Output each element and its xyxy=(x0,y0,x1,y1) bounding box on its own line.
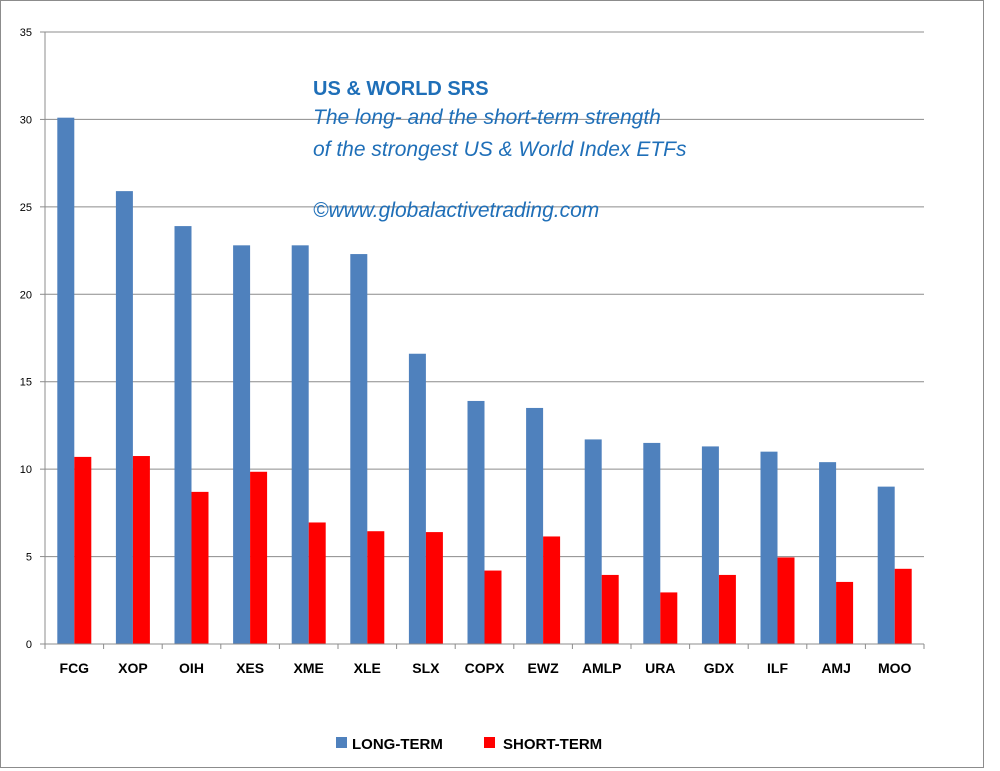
x-tick-label-amj: AMJ xyxy=(821,660,851,676)
y-tick-label: 25 xyxy=(20,202,32,214)
x-tick-label-ura: URA xyxy=(645,660,675,676)
bar-long-term-copx xyxy=(467,400,485,644)
x-tick-label-xes: XES xyxy=(236,660,264,676)
bars xyxy=(57,117,912,645)
bar-short-term-ilf xyxy=(777,557,795,644)
x-tick-label-slx: SLX xyxy=(412,660,440,676)
y-tick-label: 20 xyxy=(20,289,32,301)
bar-short-term-amj xyxy=(836,581,854,644)
bar-short-term-moo xyxy=(894,568,912,644)
bar-short-term-oih xyxy=(191,491,209,644)
x-tick-label-oih: OIH xyxy=(179,660,204,676)
annotation-subtitle-line2: of the strongest US & World Index ETFs xyxy=(313,138,687,161)
bar-short-term-xes xyxy=(250,471,268,644)
y-tick-label: 0 xyxy=(26,639,32,651)
bar-long-term-amlp xyxy=(584,439,602,644)
bar-long-term-xme xyxy=(291,245,309,644)
bar-long-term-xes xyxy=(233,245,251,644)
bar-long-term-ilf xyxy=(760,451,778,644)
y-tick-label: 10 xyxy=(20,464,32,476)
bar-short-term-xop xyxy=(132,456,150,644)
y-tick-label: 35 xyxy=(20,27,32,39)
y-tick-label: 5 xyxy=(26,552,32,564)
x-tick-label-amlp: AMLP xyxy=(582,660,622,676)
x-tick-label-ilf: ILF xyxy=(767,660,788,676)
bar-long-term-oih xyxy=(174,226,192,644)
bar-long-term-ura xyxy=(643,442,661,644)
y-tick-label: 30 xyxy=(20,114,32,126)
bar-short-term-ewz xyxy=(543,536,561,644)
chart-annotation: US & WORLD SRS The long- and the short-t… xyxy=(313,76,686,224)
legend-label-short-term: SHORT-TERM xyxy=(503,736,602,753)
bar-short-term-copx xyxy=(484,570,502,644)
bar-short-term-fcg xyxy=(74,456,92,644)
x-tick-label-copx: COPX xyxy=(465,660,505,676)
bar-short-term-gdx xyxy=(718,574,736,644)
axes: 0 5 10 15 20 25 30 35 FCG XOP OIH XES XME XLE SLX COPX E… xyxy=(20,27,925,676)
x-tick-label-fcg: FCG xyxy=(60,660,90,676)
bar-short-term-xme xyxy=(308,522,326,644)
bar-short-term-ura xyxy=(660,592,678,644)
legend-swatch-long-term xyxy=(336,737,347,748)
annotation-subtitle-line1: The long- and the short-term strength xyxy=(313,106,661,129)
annotation-copyright: ©www.globalactivetrading.com xyxy=(313,199,600,222)
bar-short-term-xle xyxy=(367,531,385,644)
legend: LONG-TERM SHORT-TERM xyxy=(336,736,602,753)
bar-long-term-amj xyxy=(819,462,837,644)
bar-long-term-ewz xyxy=(526,407,544,644)
x-tick-label-xle: XLE xyxy=(354,660,381,676)
bar-long-term-slx xyxy=(408,353,426,644)
x-tick-label-xme: XME xyxy=(294,660,324,676)
bar-short-term-amlp xyxy=(601,574,619,644)
bar-long-term-xle xyxy=(350,254,368,644)
x-tick-label-ewz: EWZ xyxy=(528,660,560,676)
bar-short-term-slx xyxy=(425,532,443,644)
bar-long-term-moo xyxy=(877,486,895,644)
x-tick-label-gdx: GDX xyxy=(704,660,735,676)
bar-long-term-fcg xyxy=(57,117,75,645)
bar-long-term-gdx xyxy=(701,446,719,644)
legend-label-long-term: LONG-TERM xyxy=(352,736,443,753)
y-tick-label: 15 xyxy=(20,377,32,389)
x-tick-label-moo: MOO xyxy=(878,660,912,676)
legend-swatch-short-term xyxy=(484,737,495,748)
bar-long-term-xop xyxy=(115,191,133,644)
annotation-title: US & WORLD SRS xyxy=(313,78,489,100)
x-tick-label-xop: XOP xyxy=(118,660,148,676)
